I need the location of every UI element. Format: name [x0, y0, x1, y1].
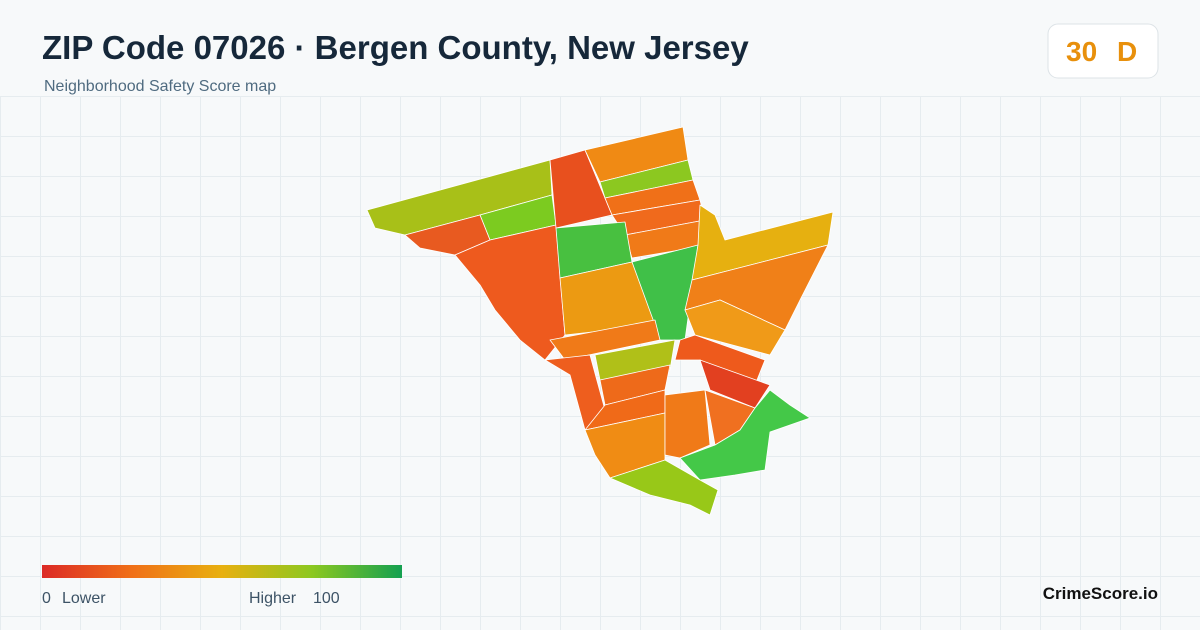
legend-max-label: Higher [249, 590, 297, 607]
score-badge [1047, 23, 1159, 79]
legend-gradient [42, 565, 402, 578]
region [549, 319, 661, 361]
region [609, 459, 719, 516]
legend-min-label: Lower [62, 590, 106, 607]
badge-score: 30 [1066, 36, 1097, 67]
header-bg [0, 0, 1200, 96]
brand: CrimeScore.io [1043, 584, 1158, 603]
region [454, 224, 566, 361]
badge-grade: D [1117, 36, 1137, 67]
subtitle: Neighborhood Safety Score map [44, 78, 276, 95]
legend-max: 100 [313, 590, 340, 607]
region [684, 299, 786, 356]
map [366, 126, 834, 516]
region [679, 389, 811, 481]
legend-min: 0 [42, 590, 51, 607]
title: ZIP Code 07026 · Bergen County, New Jers… [42, 29, 749, 66]
region [691, 204, 834, 281]
region [664, 389, 711, 459]
